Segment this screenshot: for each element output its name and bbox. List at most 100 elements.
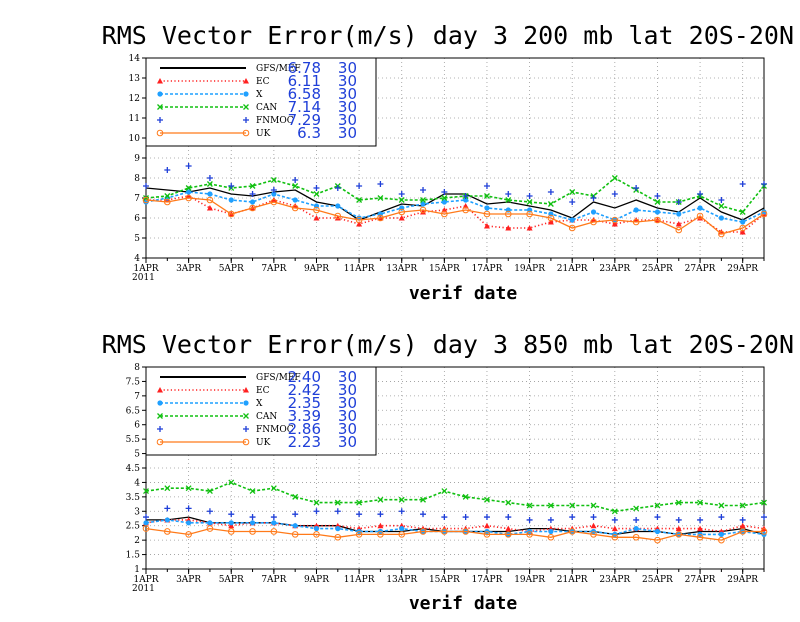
- x-tick-label: 9APR: [304, 575, 329, 585]
- series-can: [143, 479, 767, 515]
- grid: [146, 367, 764, 569]
- data-point: [505, 514, 512, 521]
- series-line: [145, 177, 765, 213]
- legend-marker: [243, 426, 249, 432]
- data-point: [270, 528, 278, 535]
- legend-value: 7.29: [288, 111, 321, 129]
- data-point: [228, 520, 234, 526]
- data-point: [398, 197, 405, 203]
- data-point: [207, 191, 213, 197]
- data-point: [483, 183, 490, 189]
- x-tick-label: 17APR: [472, 264, 503, 274]
- data-point: [249, 204, 256, 212]
- legend-count: 30: [338, 72, 357, 90]
- data-point: [590, 195, 597, 201]
- x-tick-label: 7APR: [261, 575, 286, 585]
- y-tick-label: 5.5: [126, 435, 141, 445]
- data-point: [356, 511, 363, 518]
- data-point: [675, 499, 682, 506]
- legend-marker: [243, 400, 249, 406]
- legend-box: [145, 57, 377, 147]
- data-point: [249, 528, 256, 535]
- y-tick-label: 2: [134, 536, 140, 546]
- x-tick-label: 23APR: [599, 575, 630, 585]
- x-tick-label: 19APR: [514, 264, 545, 274]
- data-point: [270, 197, 277, 203]
- data-point: [356, 183, 363, 189]
- data-point: [462, 514, 469, 521]
- data-point: [718, 203, 725, 209]
- data-point: [718, 531, 724, 537]
- legend-value: 6.3: [297, 124, 321, 142]
- data-point: [292, 177, 299, 183]
- legend-count: 30: [338, 124, 357, 142]
- data-point: [654, 216, 661, 224]
- x-tick-label: 1APR: [133, 575, 158, 585]
- y-tick-label: 9: [134, 154, 140, 164]
- data-point: [143, 514, 149, 521]
- y-tick-label: 3.5: [126, 493, 141, 503]
- data-point: [399, 526, 405, 532]
- y-tick-label: 3: [134, 507, 140, 517]
- legend-count: 30: [338, 368, 357, 386]
- y-tick-label: 1: [134, 565, 140, 575]
- data-point: [164, 505, 171, 512]
- data-point: [186, 189, 192, 195]
- x-tick-label: 21APR: [557, 575, 588, 585]
- series-line: [145, 519, 765, 536]
- data-point: [185, 163, 192, 169]
- data-point: [377, 511, 384, 518]
- data-point: [398, 531, 406, 538]
- series-fnmoc: [143, 163, 767, 205]
- data-point: [356, 197, 363, 203]
- y-tick-label: 1.5: [126, 551, 141, 561]
- legend-name: X: [256, 399, 263, 409]
- data-point: [590, 217, 597, 223]
- data-point: [398, 508, 405, 515]
- data-point: [164, 198, 171, 206]
- data-point: [271, 520, 277, 526]
- data-point: [739, 516, 746, 523]
- data-point: [633, 185, 640, 191]
- series-fnmoc: [143, 505, 767, 523]
- legend-count: 30: [338, 381, 357, 399]
- legend-marker: [243, 413, 249, 419]
- y-tick-label: 8: [134, 174, 140, 184]
- data-point: [569, 189, 576, 195]
- legend-marker: [243, 117, 249, 123]
- legend-count: 30: [338, 85, 357, 103]
- data-point: [420, 209, 427, 215]
- y-tick-label: 6: [134, 421, 140, 431]
- series-line: [145, 481, 765, 513]
- data-point: [441, 488, 448, 495]
- series-x: [143, 189, 767, 225]
- data-point: [654, 209, 661, 215]
- data-point: [697, 516, 704, 523]
- data-point: [292, 183, 299, 189]
- data-point: [483, 223, 490, 229]
- series-line: [145, 187, 765, 221]
- data-point: [568, 528, 576, 535]
- data-point: [164, 193, 171, 199]
- data-point: [676, 211, 682, 217]
- data-point: [611, 216, 619, 224]
- x-year-label: 2011: [132, 273, 155, 283]
- data-point: [654, 502, 661, 509]
- data-point: [483, 210, 491, 218]
- data-point: [675, 525, 682, 532]
- data-point: [398, 208, 406, 216]
- data-point: [739, 181, 746, 187]
- legend-name: EC: [256, 77, 270, 87]
- legend-marker: [242, 129, 250, 137]
- data-point: [526, 199, 533, 205]
- legend-value: 2.35: [288, 394, 321, 412]
- legend-marker: [157, 413, 163, 419]
- x-tick-label: 23APR: [599, 264, 630, 274]
- data-point: [526, 531, 533, 538]
- data-point: [419, 528, 427, 535]
- data-point: [313, 531, 320, 538]
- data-point: [227, 528, 235, 535]
- data-point: [420, 511, 427, 518]
- data-point: [569, 502, 576, 509]
- data-point: [228, 183, 235, 189]
